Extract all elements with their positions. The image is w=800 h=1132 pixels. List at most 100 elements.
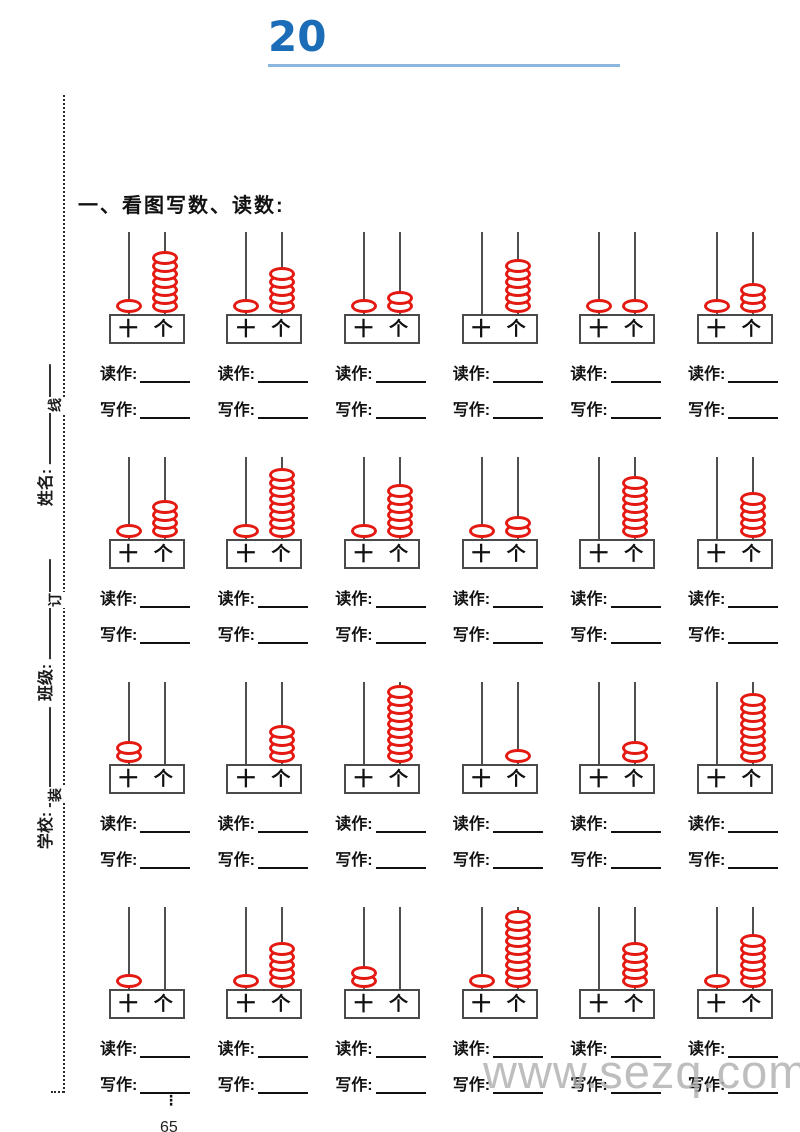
read-answer-blank — [610, 376, 661, 384]
tens-label: 十 — [353, 993, 373, 1015]
abacus-cell: 十个读作: 写作: — [88, 682, 206, 907]
place-value-frame: 十个 — [579, 314, 656, 344]
read-as-label: 读作: — [570, 591, 608, 608]
write-as-label: 写作: — [335, 402, 373, 420]
read-as-line: 读作: — [218, 1040, 324, 1059]
abacus: 十个 — [226, 907, 303, 1019]
ones-rod — [398, 232, 401, 315]
ones-bead — [622, 741, 649, 755]
tens-bead — [115, 741, 142, 755]
read-answer-blank — [493, 601, 544, 609]
watermark: www.sezq.com — [483, 1045, 800, 1098]
read-as-label: 读作: — [217, 591, 255, 608]
read-answer-blank — [493, 826, 544, 834]
abacus: 十个 — [343, 907, 420, 1019]
place-value-frame: 十个 — [461, 764, 538, 794]
abacus: 十个 — [226, 457, 303, 569]
abacus-cell: 十个读作: 写作: — [88, 457, 206, 682]
abacus-grid: 十个读作: 写作: 十个读作: 写作: 十个读作: 写作: 十个读作: 写作: 十个读作: 写作:… — [88, 232, 794, 1132]
tens-label: 十 — [589, 318, 609, 340]
write-answer-blank — [375, 637, 426, 645]
tens-label: 十 — [236, 543, 256, 565]
ones-label: 个 — [388, 543, 408, 565]
tens-rod — [598, 457, 601, 540]
write-as-line: 写作: — [100, 1076, 206, 1095]
read-answer-blank — [728, 826, 779, 834]
tens-label: 十 — [236, 993, 256, 1015]
read-as-label: 读作: — [452, 591, 491, 608]
place-value-frame: 十个 — [343, 539, 420, 569]
read-as-line: 读作: — [100, 1040, 206, 1059]
tens-label: 十 — [236, 318, 256, 340]
ones-rod — [634, 682, 637, 765]
abacus: 十个 — [343, 682, 420, 794]
page-number: 65 — [160, 1119, 178, 1132]
place-value-frame: 十个 — [108, 314, 185, 344]
ones-label: 个 — [271, 318, 291, 340]
abacus-cell: 十个读作: 写作: — [558, 682, 676, 907]
read-as-label: 读作: — [687, 1041, 726, 1058]
ones-bead — [504, 910, 531, 924]
abacus-cell: 十个读作: 写作: — [323, 682, 441, 907]
abacus: 十个 — [579, 682, 656, 794]
read-as-label: 读作: — [687, 816, 726, 833]
tens-label: 十 — [353, 543, 373, 565]
read-as-label: 读作: — [217, 366, 255, 383]
tens-label: 十 — [706, 768, 726, 790]
ones-rod — [516, 457, 519, 540]
write-answer-blank — [728, 637, 779, 645]
write-as-label: 写作: — [335, 1077, 373, 1095]
tens-label: 十 — [236, 768, 256, 790]
tens-label: 十 — [118, 993, 138, 1015]
place-value-frame: 十个 — [226, 314, 303, 344]
read-as-line: 读作: — [570, 1040, 676, 1059]
tens-rod — [480, 907, 483, 990]
write-answer-blank — [375, 862, 426, 870]
place-value-frame: 十个 — [226, 539, 303, 569]
write-answer-blank — [257, 862, 308, 870]
read-answer-blank — [728, 1051, 779, 1059]
ones-bead — [739, 693, 766, 707]
read-as-label: 读作: — [452, 366, 491, 383]
write-as-label: 写作: — [452, 627, 491, 645]
place-value-frame: 十个 — [579, 539, 656, 569]
write-as-label: 写作: — [687, 402, 726, 420]
ones-label: 个 — [153, 993, 173, 1015]
read-as-label: 读作: — [335, 366, 373, 383]
section-heading: 一、看图写数、读数: — [78, 195, 285, 217]
read-answer-blank — [257, 601, 308, 609]
tens-label: 十 — [471, 318, 491, 340]
tens-rod — [480, 682, 483, 765]
abacus-cell: 十个读作: 写作: — [676, 682, 794, 907]
read-as-line: 读作: — [218, 815, 324, 834]
ones-bead — [622, 942, 649, 956]
write-answer-blank — [257, 1087, 308, 1095]
read-as-line: 读作: — [570, 590, 676, 609]
ones-bead — [622, 476, 649, 490]
ones-label: 个 — [271, 768, 291, 790]
ones-label: 个 — [741, 993, 761, 1015]
school-label: 学校: — [38, 811, 55, 850]
place-value-frame: 十个 — [226, 764, 303, 794]
tens-rod — [598, 232, 601, 315]
ones-bead — [151, 500, 178, 514]
tens-bead — [115, 974, 142, 988]
write-answer-blank — [728, 1087, 779, 1095]
read-answer-blank — [257, 826, 308, 834]
write-as-line: 写作: — [688, 401, 794, 420]
place-value-frame: 十个 — [696, 314, 773, 344]
tens-bead — [703, 299, 730, 313]
tens-label: 十 — [589, 543, 609, 565]
ones-bead — [739, 283, 766, 297]
tens-bead — [468, 974, 495, 988]
school-field: 学校: — [32, 706, 56, 850]
write-answer-blank — [493, 637, 544, 645]
tens-label: 十 — [353, 768, 373, 790]
tens-label: 十 — [471, 768, 491, 790]
abacus-cell: 十个读作: 写作: — [441, 907, 559, 1132]
tens-bead — [233, 299, 260, 313]
tens-label: 十 — [589, 993, 609, 1015]
abacus: 十个 — [696, 682, 773, 794]
ones-rod — [163, 682, 166, 765]
read-answer-blank — [610, 826, 661, 834]
